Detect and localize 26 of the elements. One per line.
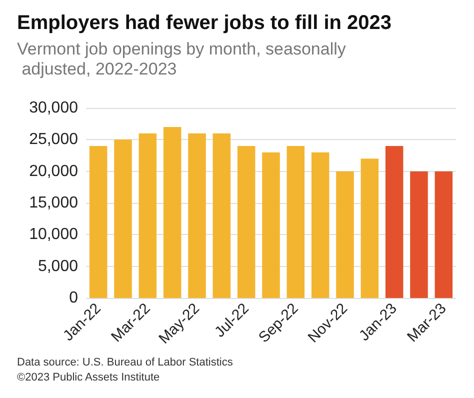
bar	[410, 171, 428, 298]
bar	[434, 171, 453, 298]
bar	[163, 127, 182, 298]
bar	[114, 140, 132, 298]
y-tick-label: 20,000	[29, 162, 78, 180]
y-tick-label: 15,000	[29, 194, 78, 212]
bar	[212, 133, 231, 298]
bar	[336, 171, 354, 298]
bar	[385, 146, 404, 298]
y-tick-label: 5,000	[38, 258, 78, 275]
bar	[138, 133, 157, 298]
chart-title: Employers had fewer jobs to fill in 2023	[17, 12, 392, 34]
text: ©2023 Public Assets Institute	[17, 372, 160, 384]
bar	[237, 146, 256, 298]
bar	[286, 146, 305, 298]
bar	[360, 158, 379, 298]
bar	[262, 152, 280, 298]
bar	[188, 133, 206, 298]
bar	[311, 152, 330, 298]
y-tick-label: 30,000	[29, 100, 78, 116]
bar	[89, 146, 108, 298]
y-tick-label: 25,000	[29, 131, 78, 148]
chart-subtitle: Vermont job openings by month, seasonally adjusted, 2022-2023	[17, 40, 346, 78]
y-tick-label: 10,000	[29, 226, 78, 244]
source-note: Data source: U.S. Bureau of Labor Statistics	[17, 356, 234, 368]
y-tick-label: 0	[69, 290, 78, 306]
